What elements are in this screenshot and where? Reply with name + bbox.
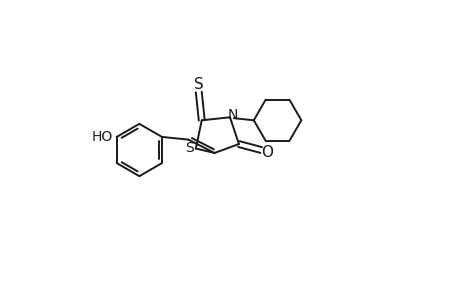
Text: S: S [194, 77, 203, 92]
Text: N: N [227, 108, 237, 122]
Text: S: S [185, 141, 193, 155]
Text: O: O [261, 146, 273, 160]
Text: HO: HO [92, 130, 113, 144]
